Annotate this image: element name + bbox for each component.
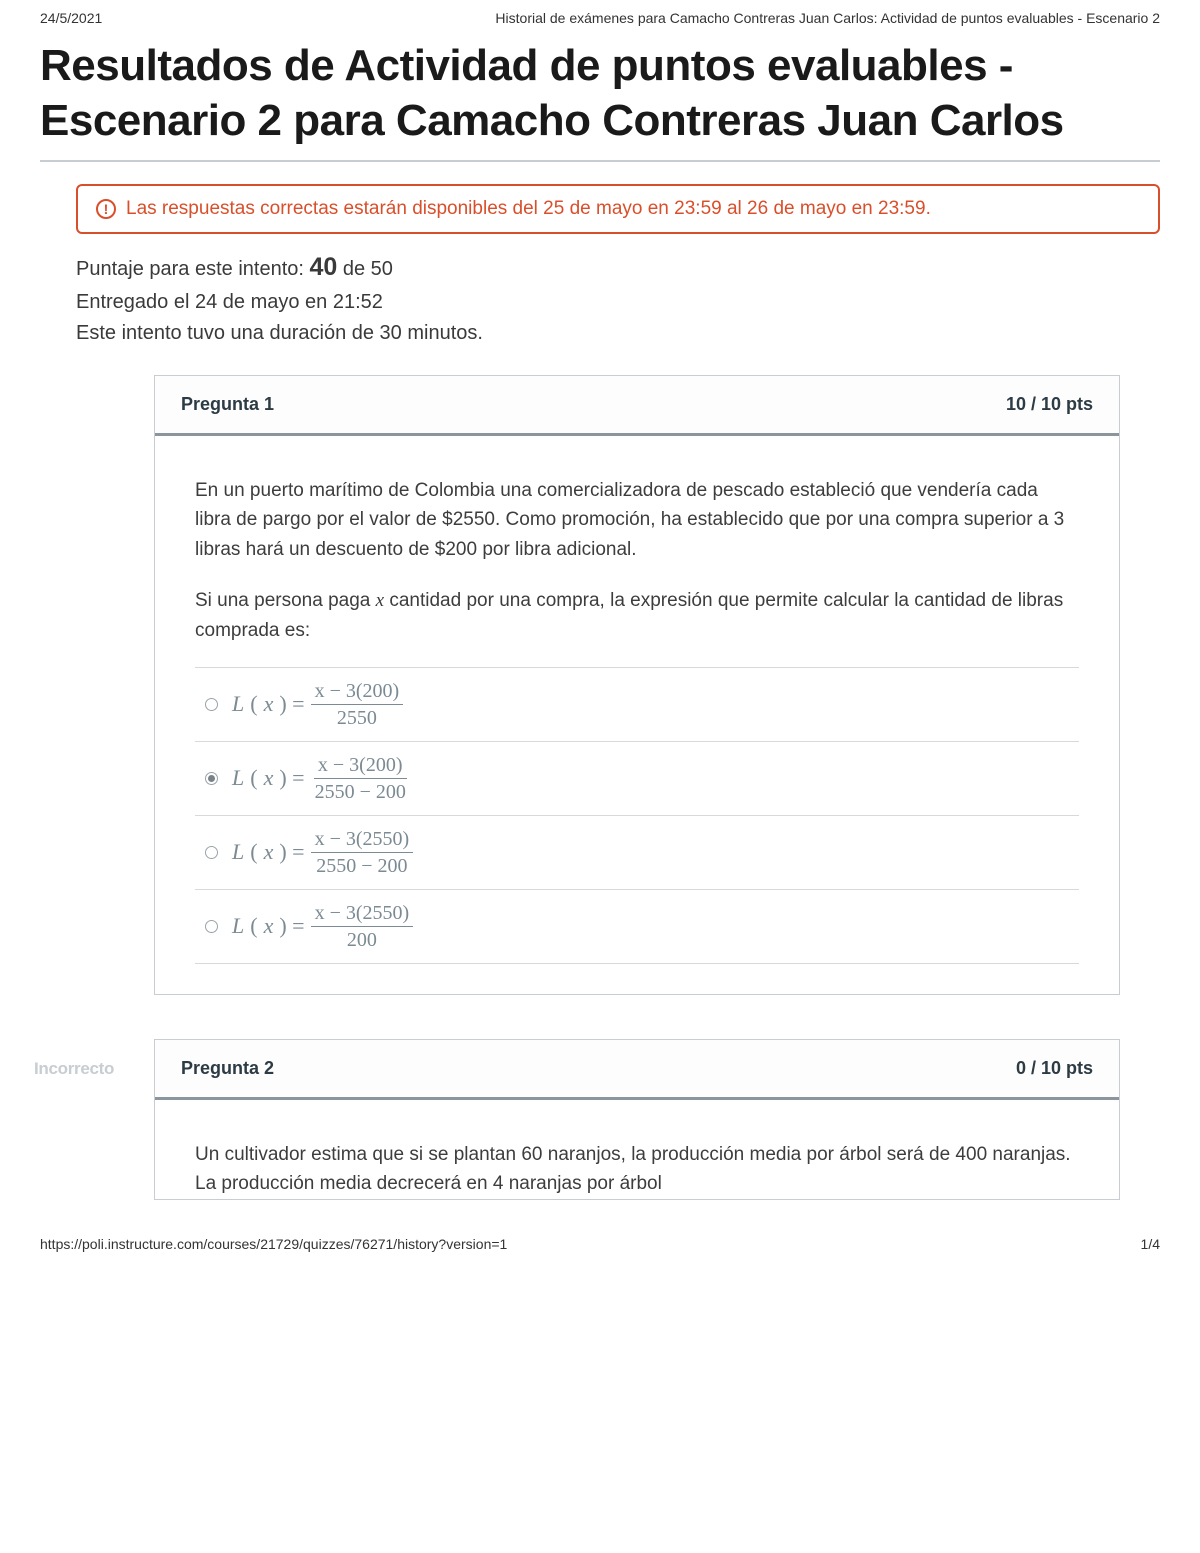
frac-den: 2550 − 200: [312, 853, 411, 877]
answer-option[interactable]: L(x) = x − 3(200)2550 − 200: [195, 741, 1079, 815]
print-header: 24/5/2021 Historial de exámenes para Cam…: [40, 0, 1160, 34]
submitted-line: Entregado el 24 de mayo en 21:52: [76, 287, 1160, 318]
score-value: 40: [310, 253, 338, 281]
question-points: 10 / 10 pts: [1006, 394, 1093, 415]
frac-den: 200: [343, 927, 381, 951]
frac-num: x − 3(2550): [311, 828, 414, 853]
question-card: Pregunta 2 0 / 10 pts Un cultivador esti…: [154, 1039, 1120, 1200]
q-text-var: x: [376, 590, 384, 611]
formula: L(x) = x − 3(2550)200: [232, 902, 413, 951]
alert-text: Las respuestas correctas estarán disponi…: [126, 198, 931, 220]
radio-icon: [205, 772, 218, 785]
footer-page: 1/4: [1141, 1236, 1160, 1252]
answer-option[interactable]: L(x) = x − 3(2550)200: [195, 889, 1079, 964]
frac-den: 2550: [333, 705, 381, 729]
print-title: Historial de exámenes para Camacho Contr…: [495, 10, 1160, 26]
question-text-1: Un cultivador estima que si se plantan 6…: [195, 1140, 1079, 1199]
frac-num: x − 3(2550): [311, 902, 414, 927]
question-body: En un puerto marítimo de Colombia una co…: [155, 436, 1119, 994]
print-date: 24/5/2021: [40, 10, 102, 26]
radio-icon: [205, 846, 218, 859]
score-suffix: de 50: [337, 258, 393, 280]
alert-box: ! Las respuestas correctas estarán dispo…: [76, 184, 1160, 234]
radio-icon: [205, 698, 218, 711]
divider: [40, 160, 1160, 162]
question-body: Un cultivador estima que si se plantan 6…: [155, 1100, 1119, 1199]
score-block: Puntaje para este intento: 40 de 50 Entr…: [76, 248, 1160, 349]
print-footer: https://poli.instructure.com/courses/217…: [40, 1236, 1160, 1252]
frac-den: 2550 − 200: [311, 779, 410, 803]
question-text-1: En un puerto marítimo de Colombia una co…: [195, 476, 1079, 564]
question-header: Pregunta 1 10 / 10 pts: [155, 376, 1119, 436]
answer-option[interactable]: L(x) = x − 3(2550)2550 − 200: [195, 815, 1079, 889]
question-text-2: Si una persona paga x cantidad por una c…: [195, 586, 1079, 645]
footer-url: https://poli.instructure.com/courses/217…: [40, 1236, 507, 1252]
question-points: 0 / 10 pts: [1016, 1058, 1093, 1079]
frac-num: x − 3(200): [311, 680, 404, 705]
score-line: Puntaje para este intento: 40 de 50: [76, 248, 1160, 287]
q-text-2a: Si una persona paga: [195, 590, 376, 611]
radio-icon: [205, 920, 218, 933]
formula: L(x) = x − 3(2550)2550 − 200: [232, 828, 413, 877]
question-container: Pregunta 1 10 / 10 pts En un puerto marí…: [154, 375, 1120, 995]
formula: L(x) = x − 3(200)2550: [232, 680, 403, 729]
duration-line: Este intento tuvo una duración de 30 min…: [76, 318, 1160, 349]
page-title: Resultados de Actividad de puntos evalua…: [40, 38, 1160, 148]
question-header: Pregunta 2 0 / 10 pts: [155, 1040, 1119, 1100]
question-title: Pregunta 1: [181, 394, 274, 415]
score-prefix: Puntaje para este intento:: [76, 258, 310, 280]
question-title: Pregunta 2: [181, 1058, 274, 1079]
alert-icon: !: [96, 199, 116, 219]
frac-num: x − 3(200): [314, 754, 407, 779]
answer-option[interactable]: L(x) = x − 3(200)2550: [195, 667, 1079, 741]
formula: L(x) = x − 3(200)2550 − 200: [232, 754, 410, 803]
answers-list: L(x) = x − 3(200)2550 L(x) = x − 3(200)2…: [195, 667, 1079, 964]
question-container: Incorrecto Pregunta 2 0 / 10 pts Un cult…: [154, 1039, 1120, 1200]
status-label-incorrect: Incorrecto: [34, 1059, 114, 1079]
question-card: Pregunta 1 10 / 10 pts En un puerto marí…: [154, 375, 1120, 995]
